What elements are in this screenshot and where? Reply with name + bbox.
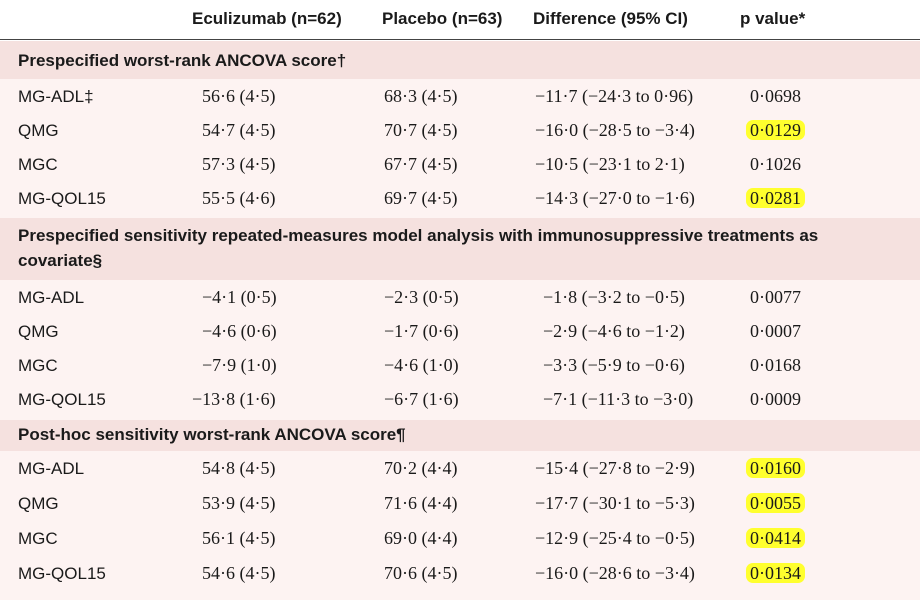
eculizumab-cell: 53·9 (4·5) — [202, 493, 276, 513]
placebo-cell: 67·7 (4·5) — [384, 154, 458, 174]
placebo-cell: −2·3 (0·5) — [384, 287, 459, 307]
table-row: MG-QOL15 55·5 (4·6) 69·7 (4·5) −14·3 (−2… — [0, 181, 920, 215]
measure-cell: QMG — [18, 494, 59, 513]
p-value-cell: 0·0698 — [750, 86, 801, 106]
measure-cell: MGC — [18, 155, 58, 174]
eculizumab-cell: 54·6 (4·5) — [202, 563, 276, 583]
highlighted-p-value: 0·0160 — [746, 458, 805, 478]
measure-cell: QMG — [18, 322, 59, 341]
section-body-1: MG-ADL‡ 56·6 (4·5) 68·3 (4·5) −11·7 (−24… — [0, 79, 920, 218]
eculizumab-cell: 54·7 (4·5) — [202, 120, 276, 140]
section-body-3: MG-ADL 54·8 (4·5) 70·2 (4·4) −15·4 (−27·… — [0, 451, 920, 600]
measure-cell: MGC — [18, 356, 58, 375]
table-row: MGC 57·3 (4·5) 67·7 (4·5) −10·5 (−23·1 t… — [0, 147, 920, 181]
eculizumab-cell: −13·8 (1·6) — [192, 389, 276, 409]
measure-cell: MGC — [18, 529, 58, 548]
placebo-cell: −6·7 (1·6) — [384, 389, 459, 409]
table-row: MG-ADL‡ 56·6 (4·5) 68·3 (4·5) −11·7 (−24… — [0, 79, 920, 113]
difference-cell: −2·9 (−4·6 to −1·2) — [543, 321, 685, 341]
highlighted-p-value: 0·0414 — [746, 528, 805, 548]
measure-cell: MG-QOL15 — [18, 390, 106, 409]
difference-cell: −14·3 (−27·0 to −1·6) — [535, 188, 695, 208]
difference-cell: −7·1 (−11·3 to −3·0) — [543, 389, 694, 409]
section-heading-1: Prespecified worst-rank ANCOVA score† — [0, 41, 920, 79]
difference-cell: −3·3 (−5·9 to −0·6) — [543, 355, 685, 375]
eculizumab-cell: 55·5 (4·6) — [202, 188, 276, 208]
table-row: MG-ADL −4·1 (0·5) −2·3 (0·5) −1·8 (−3·2 … — [0, 280, 920, 314]
table-row: MGC −7·9 (1·0) −4·6 (1·0) −3·3 (−5·9 to … — [0, 348, 920, 382]
measure-cell: MG-QOL15 — [18, 564, 106, 583]
p-value-cell: 0·0134 — [746, 563, 805, 584]
eculizumab-cell: 56·1 (4·5) — [202, 528, 276, 548]
difference-cell: −17·7 (−30·1 to −5·3) — [535, 493, 695, 513]
placebo-cell: 70·7 (4·5) — [384, 120, 458, 140]
section-title-line-2: covariate§ — [18, 251, 103, 270]
header-difference: Difference (95% CI) — [533, 9, 688, 28]
p-value-cell: 0·0168 — [750, 355, 801, 375]
header-eculizumab: Eculizumab (n=62) — [192, 9, 342, 28]
p-value-cell: 0·0281 — [746, 188, 805, 209]
eculizumab-cell: −4·6 (0·6) — [202, 321, 277, 341]
p-value-cell: 0·0077 — [750, 287, 801, 307]
eculizumab-cell: −7·9 (1·0) — [202, 355, 277, 375]
measure-cell: MG-ADL‡ — [18, 87, 94, 106]
placebo-cell: −4·6 (1·0) — [384, 355, 459, 375]
table-row: MG-ADL 54·8 (4·5) 70·2 (4·4) −15·4 (−27·… — [0, 451, 920, 485]
highlighted-p-value: 0·0129 — [746, 120, 805, 140]
placebo-cell: −1·7 (0·6) — [384, 321, 459, 341]
difference-cell: −16·0 (−28·6 to −3·4) — [535, 563, 695, 583]
placebo-cell: 69·7 (4·5) — [384, 188, 458, 208]
difference-cell: −15·4 (−27·8 to −2·9) — [535, 458, 695, 478]
measure-cell: QMG — [18, 121, 59, 140]
p-value-cell: 0·0160 — [746, 458, 805, 479]
measure-cell: MG-QOL15 — [18, 189, 106, 208]
placebo-cell: 68·3 (4·5) — [384, 86, 458, 106]
eculizumab-cell: −4·1 (0·5) — [202, 287, 277, 307]
table-row: QMG −4·6 (0·6) −1·7 (0·6) −2·9 (−4·6 to … — [0, 314, 920, 348]
measure-cell: MG-ADL — [18, 288, 85, 307]
section-title: Prespecified worst-rank ANCOVA score† — [18, 51, 347, 70]
highlighted-p-value: 0·0281 — [746, 188, 805, 208]
difference-cell: −10·5 (−23·1 to 2·1) — [535, 154, 685, 174]
p-value-cell: 0·1026 — [750, 154, 801, 174]
table-row: QMG 53·9 (4·5) 71·6 (4·4) −17·7 (−30·1 t… — [0, 486, 920, 520]
section-body-2: MG-ADL −4·1 (0·5) −2·3 (0·5) −1·8 (−3·2 … — [0, 280, 920, 420]
section-heading-2: Prespecified sensitivity repeated-measur… — [0, 218, 920, 280]
highlighted-p-value: 0·0134 — [746, 563, 805, 583]
header-placebo: Placebo (n=63) — [382, 9, 503, 28]
p-value-cell: 0·0055 — [746, 493, 805, 514]
eculizumab-cell: 54·8 (4·5) — [202, 458, 276, 478]
highlighted-p-value: 0·0055 — [746, 493, 805, 513]
eculizumab-cell: 56·6 (4·5) — [202, 86, 276, 106]
section-heading-3: Post-hoc sensitivity worst-rank ANCOVA s… — [0, 420, 920, 451]
placebo-cell: 71·6 (4·4) — [384, 493, 458, 513]
table-header: Eculizumab (n=62) Placebo (n=63) Differe… — [0, 0, 920, 40]
table-row: MGC 56·1 (4·5) 69·0 (4·4) −12·9 (−25·4 t… — [0, 521, 920, 555]
difference-cell: −11·7 (−24·3 to 0·96) — [535, 86, 694, 106]
difference-cell: −1·8 (−3·2 to −0·5) — [543, 287, 685, 307]
table-row: MG-QOL15 54·6 (4·5) 70·6 (4·5) −16·0 (−2… — [0, 556, 920, 590]
p-value-cell: 0·0414 — [746, 528, 805, 549]
section-title: Post-hoc sensitivity worst-rank ANCOVA s… — [18, 425, 406, 444]
p-value-cell: 0·0007 — [750, 321, 801, 341]
placebo-cell: 70·2 (4·4) — [384, 458, 458, 478]
measure-cell: MG-ADL — [18, 459, 85, 478]
placebo-cell: 69·0 (4·4) — [384, 528, 458, 548]
placebo-cell: 70·6 (4·5) — [384, 563, 458, 583]
p-value-cell: 0·0129 — [746, 120, 805, 141]
header-p-value: p value* — [740, 9, 806, 28]
eculizumab-cell: 57·3 (4·5) — [202, 154, 276, 174]
section-title-line-1: Prespecified sensitivity repeated-measur… — [18, 226, 819, 245]
difference-cell: −12·9 (−25·4 to −0·5) — [535, 528, 695, 548]
difference-cell: −16·0 (−28·5 to −3·4) — [535, 120, 695, 140]
table-row: QMG 54·7 (4·5) 70·7 (4·5) −16·0 (−28·5 t… — [0, 113, 920, 147]
table-row: MG-QOL15 −13·8 (1·6) −6·7 (1·6) −7·1 (−1… — [0, 382, 920, 416]
p-value-cell: 0·0009 — [750, 389, 801, 409]
